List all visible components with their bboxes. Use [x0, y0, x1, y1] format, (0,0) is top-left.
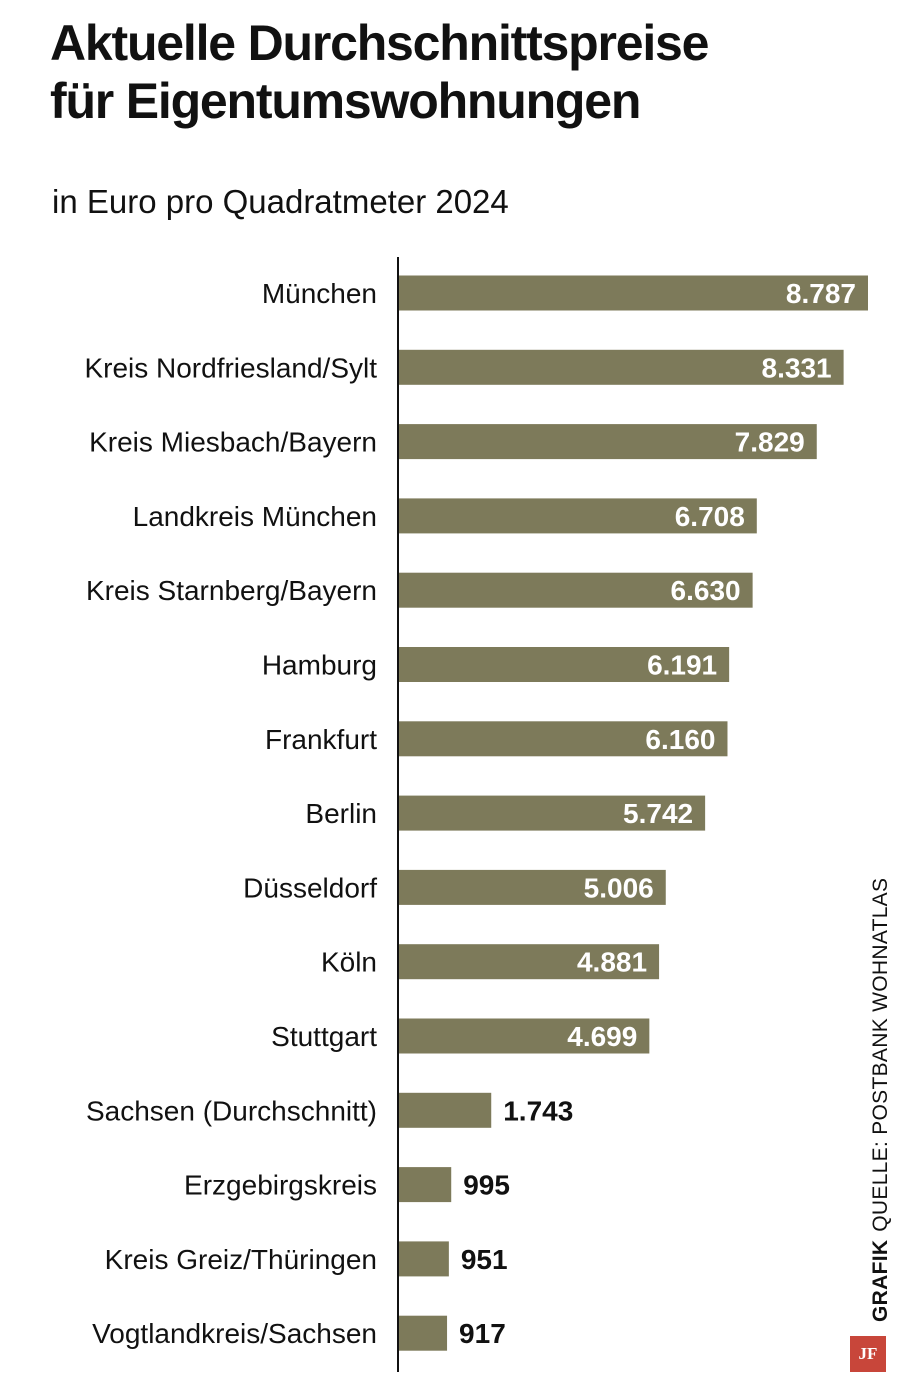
bar — [398, 1167, 452, 1203]
data-label: 6.160 — [645, 724, 715, 755]
data-label: 1.743 — [503, 1095, 573, 1126]
category-label: Stuttgart — [271, 1021, 377, 1052]
category-label: Erzgebirgskreis — [184, 1170, 377, 1201]
bar — [398, 721, 728, 757]
bar — [398, 869, 666, 905]
source-text: QUELLE: POSTBANK WOHNATLAS — [869, 877, 892, 1232]
data-label: 995 — [463, 1170, 510, 1201]
bar — [398, 498, 757, 534]
data-label: 8.787 — [786, 278, 856, 309]
bar — [398, 944, 660, 980]
category-label: Köln — [321, 947, 377, 978]
category-label: Düsseldorf — [243, 872, 377, 903]
data-label: 8.331 — [762, 352, 832, 383]
data-label: 951 — [461, 1244, 508, 1275]
category-label: Vogtlandkreis/Sachsen — [92, 1318, 377, 1349]
chart-title-line-2: für Eigentumswohnungen — [50, 73, 641, 129]
category-label: Kreis Miesbach/Bayern — [89, 427, 377, 458]
data-label: 6.708 — [675, 501, 745, 532]
data-label: 917 — [459, 1318, 506, 1349]
category-label: Hamburg — [262, 650, 377, 681]
data-label: 6.191 — [647, 650, 717, 681]
data-label: 4.881 — [577, 947, 647, 978]
data-label: 4.699 — [567, 1021, 637, 1052]
category-label: Kreis Nordfriesland/Sylt — [84, 352, 377, 383]
category-label: Landkreis München — [133, 501, 377, 532]
bar — [398, 424, 817, 460]
source-credit: GRAFIK QUELLE: POSTBANK WOHNATLAS — [868, 878, 894, 1322]
bar — [398, 1092, 492, 1128]
data-label: 5.742 — [623, 798, 693, 829]
category-label: Kreis Greiz/Thüringen — [105, 1244, 377, 1275]
chart-title-line-1: Aktuelle Durchschnittspreise — [50, 15, 709, 71]
category-label: Kreis Starnberg/Bayern — [86, 575, 377, 606]
bar — [398, 1018, 650, 1054]
chart-title: Aktuelle Durchschnittspreise für Eigentu… — [50, 14, 870, 130]
category-label: Frankfurt — [265, 724, 377, 755]
category-label: Berlin — [305, 798, 377, 829]
bar — [398, 795, 706, 831]
graphic-credit: GRAFIK — [869, 1239, 892, 1322]
data-label: 5.006 — [584, 872, 654, 903]
data-label: 7.829 — [735, 427, 805, 458]
bar — [398, 1315, 448, 1351]
chart-subtitle: in Euro pro Quadratmeter 2024 — [52, 183, 509, 220]
bar — [398, 1241, 449, 1277]
bar — [398, 647, 730, 682]
category-label: München — [262, 278, 377, 309]
bar — [398, 349, 844, 385]
bar — [398, 275, 868, 311]
bar — [398, 572, 753, 608]
data-label: 6.630 — [671, 575, 741, 606]
publisher-logo: JF — [850, 1336, 886, 1372]
category-label: Sachsen (Durchschnitt) — [86, 1095, 377, 1126]
